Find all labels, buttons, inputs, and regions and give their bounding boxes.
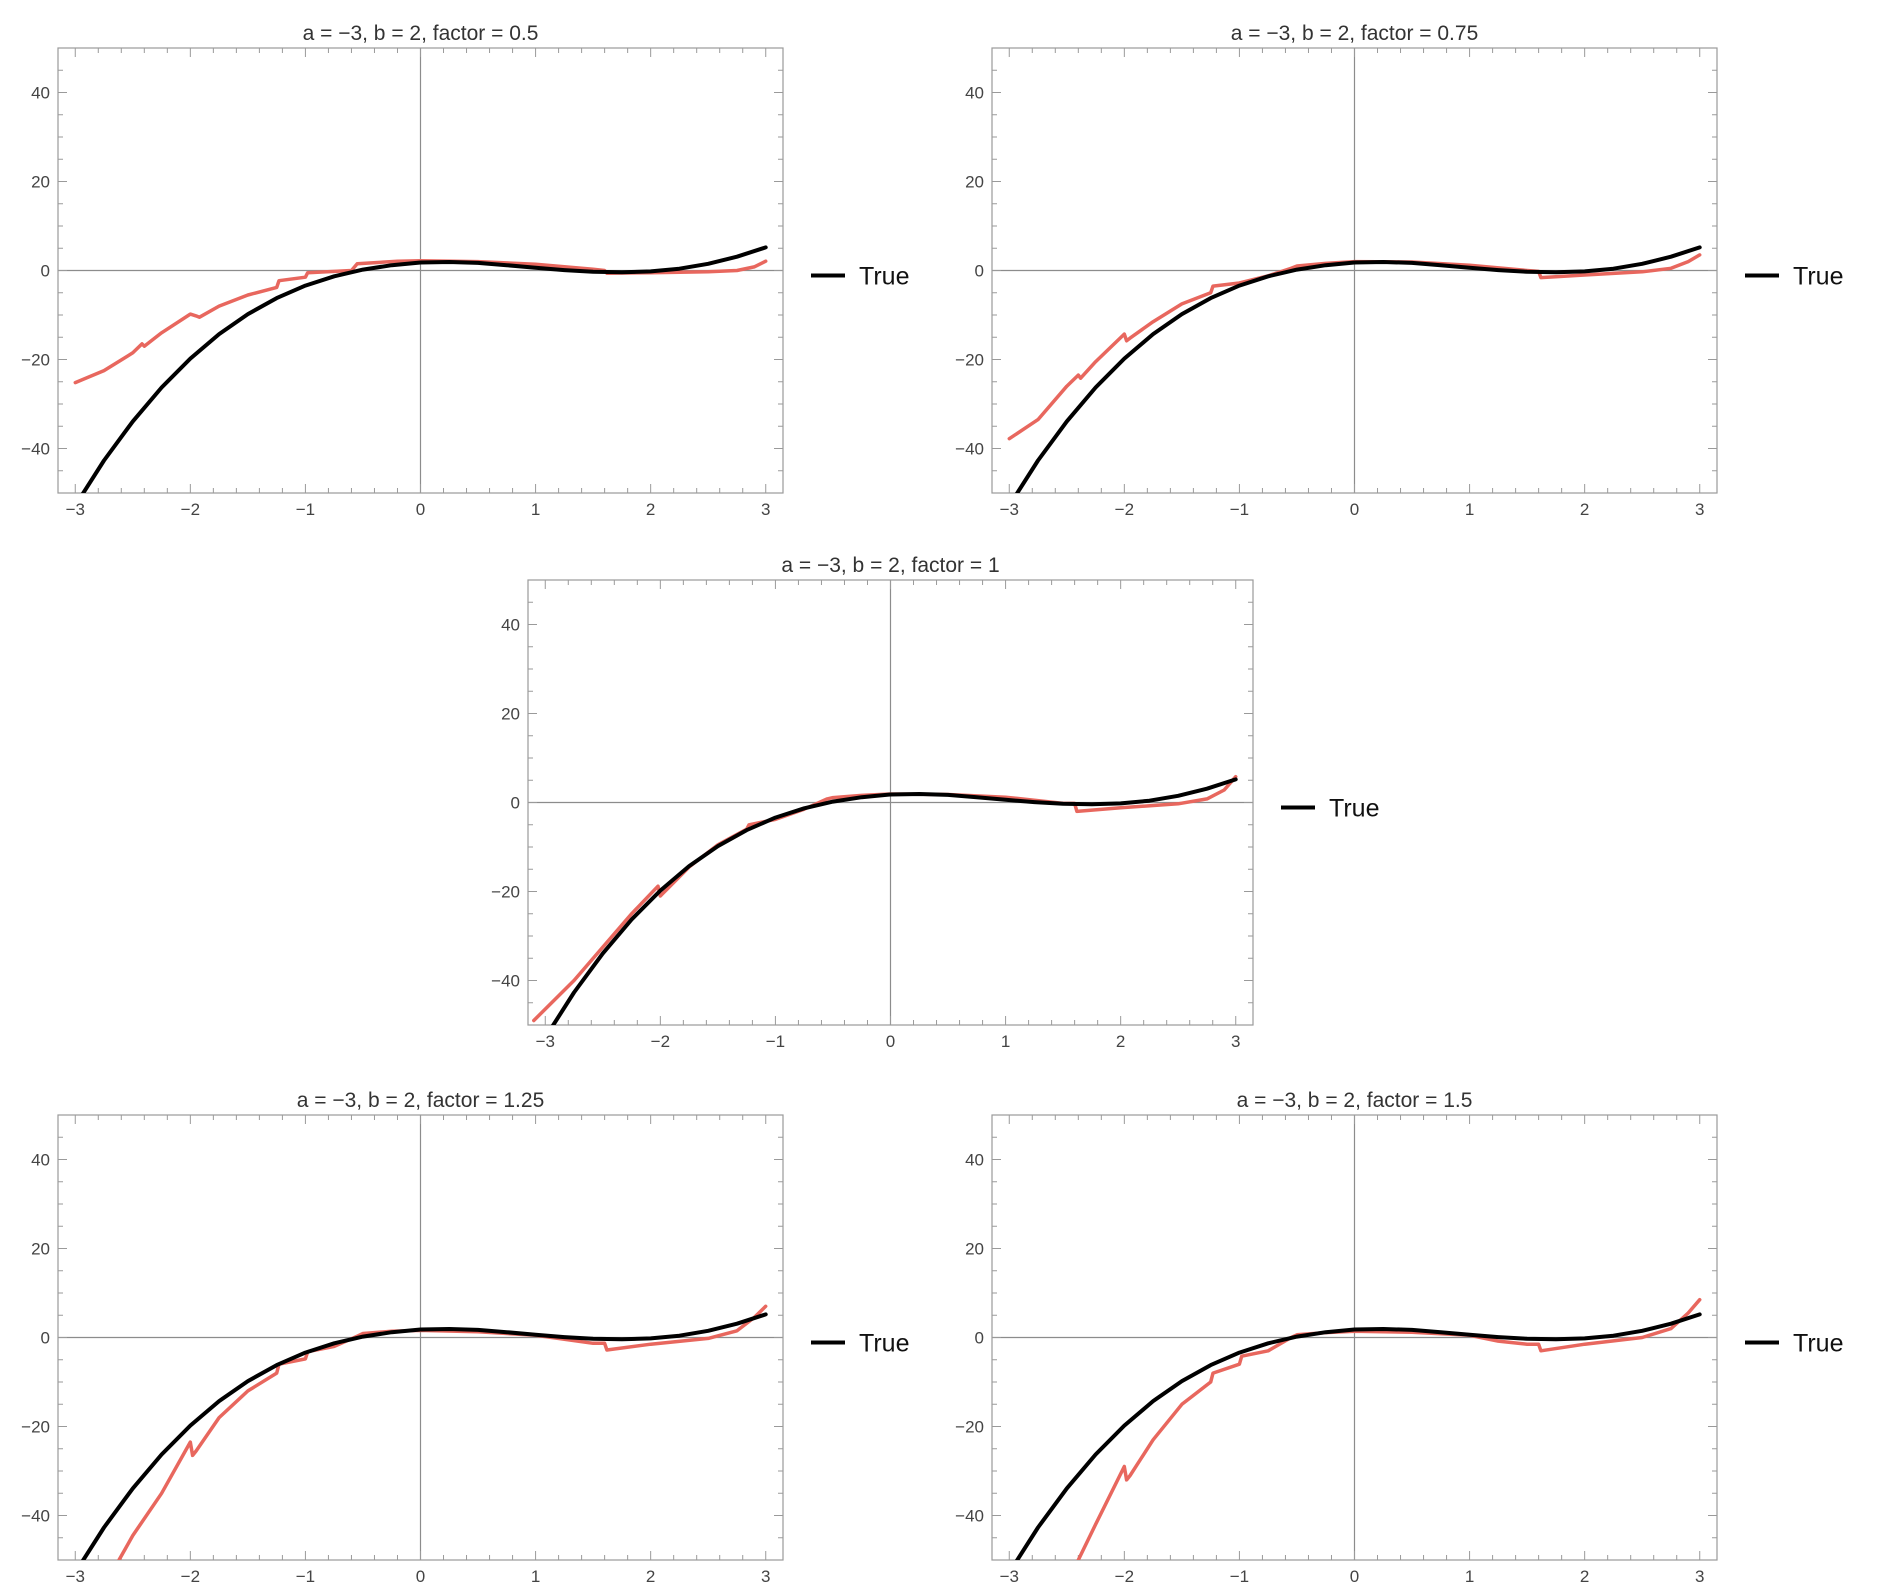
x-tick-label: −1 <box>296 1567 315 1586</box>
y-tick-label: 40 <box>501 616 520 635</box>
series-line-true <box>1014 245 1702 493</box>
x-tick-label: 2 <box>646 500 655 519</box>
x-tick-label: −3 <box>536 1032 555 1051</box>
x-tick-label: 2 <box>1580 500 1589 519</box>
x-tick-label: −1 <box>766 1032 785 1051</box>
series-line-true <box>550 777 1238 1025</box>
x-tick-label: 3 <box>1231 1032 1240 1051</box>
series-line-true <box>80 245 768 493</box>
y-tick-label: −20 <box>955 351 984 370</box>
chart-panel: −3 −2 −1 0 1 2 3 −40 −20 0 20 40 a = −3, b = 2, fact… <box>491 554 1379 1051</box>
chart-panel: −3 −2 −1 0 1 2 3 −40 −20 0 20 40 a = −3, b = 2, fact… <box>21 1089 909 1586</box>
x-tick-label: −1 <box>1230 1567 1249 1586</box>
chart-title: a = −3, b = 2, factor = 0.75 <box>1231 22 1479 45</box>
x-tick-label: 0 <box>416 1567 425 1586</box>
series-line-true <box>80 1312 768 1560</box>
legend-label: True <box>1793 263 1843 291</box>
y-tick-label: 20 <box>501 705 520 724</box>
series-line-approximation <box>532 774 1238 1023</box>
series-line-approximation <box>117 1304 768 1560</box>
x-tick-label: 2 <box>1116 1032 1125 1051</box>
x-tick-label: 1 <box>1465 1567 1474 1586</box>
legend-label: True <box>859 263 909 291</box>
y-tick-label: 0 <box>975 262 984 281</box>
chart-title: a = −3, b = 2, factor = 0.5 <box>303 22 539 45</box>
y-tick-label: −20 <box>21 1418 50 1437</box>
y-tick-label: 20 <box>965 173 984 192</box>
y-tick-label: 20 <box>965 1240 984 1259</box>
x-tick-label: −2 <box>181 500 200 519</box>
x-tick-label: −3 <box>66 500 85 519</box>
x-tick-label: 2 <box>1580 1567 1589 1586</box>
x-tick-label: 0 <box>886 1032 895 1051</box>
y-tick-label: 40 <box>31 84 50 103</box>
x-tick-label: 3 <box>1695 1567 1704 1586</box>
y-tick-label: 0 <box>975 1329 984 1348</box>
x-tick-label: 1 <box>1001 1032 1010 1051</box>
y-tick-label: 40 <box>965 84 984 103</box>
x-tick-label: −2 <box>651 1032 670 1051</box>
x-tick-label: 1 <box>531 500 540 519</box>
chart-title: a = −3, b = 2, factor = 1 <box>781 554 999 577</box>
x-tick-label: 1 <box>531 1567 540 1586</box>
x-tick-label: 3 <box>761 1567 770 1586</box>
y-tick-label: −40 <box>491 972 520 991</box>
x-tick-label: −3 <box>66 1567 85 1586</box>
y-tick-label: 20 <box>31 1240 50 1259</box>
x-tick-label: −2 <box>1115 500 1134 519</box>
x-tick-label: −3 <box>1000 1567 1019 1586</box>
series-line-true <box>1014 1312 1702 1560</box>
chart-panel: −3 −2 −1 0 1 2 3 −40 −20 0 20 40 a = −3, b = 2, fact… <box>21 22 909 519</box>
series-line-approximation <box>1076 1297 1702 1560</box>
x-tick-label: 0 <box>416 500 425 519</box>
y-tick-label: 40 <box>965 1151 984 1170</box>
x-tick-label: −2 <box>1115 1567 1134 1586</box>
chart-title: a = −3, b = 2, factor = 1.25 <box>297 1089 545 1112</box>
x-tick-label: −3 <box>1000 500 1019 519</box>
x-tick-label: 2 <box>646 1567 655 1586</box>
y-tick-label: −40 <box>955 1507 984 1526</box>
y-tick-label: −20 <box>21 351 50 370</box>
x-tick-label: 0 <box>1350 1567 1359 1586</box>
y-tick-label: 20 <box>31 173 50 192</box>
x-tick-label: 3 <box>1695 500 1704 519</box>
chart-panel: −3 −2 −1 0 1 2 3 −40 −20 0 20 40 a = −3, b = 2, fact… <box>955 1089 1843 1586</box>
y-tick-label: 40 <box>31 1151 50 1170</box>
y-tick-label: −20 <box>491 883 520 902</box>
chart-panel: −3 −2 −1 0 1 2 3 −40 −20 0 20 40 a = −3, b = 2, fact… <box>955 22 1843 519</box>
x-tick-label: 3 <box>761 500 770 519</box>
legend-label: True <box>859 1330 909 1358</box>
chart-title: a = −3, b = 2, factor = 1.5 <box>1237 1089 1473 1112</box>
y-tick-label: −40 <box>21 440 50 459</box>
y-tick-label: 0 <box>511 794 520 813</box>
x-tick-label: −1 <box>296 500 315 519</box>
legend-label: True <box>1793 1330 1843 1358</box>
x-tick-label: 1 <box>1465 500 1474 519</box>
y-tick-label: −20 <box>955 1418 984 1437</box>
y-tick-label: 0 <box>41 262 50 281</box>
x-tick-label: −1 <box>1230 500 1249 519</box>
y-tick-label: −40 <box>955 440 984 459</box>
y-tick-label: 0 <box>41 1329 50 1348</box>
legend-label: True <box>1329 795 1379 823</box>
x-tick-label: 0 <box>1350 500 1359 519</box>
x-tick-label: −2 <box>181 1567 200 1586</box>
y-tick-label: −40 <box>21 1507 50 1526</box>
